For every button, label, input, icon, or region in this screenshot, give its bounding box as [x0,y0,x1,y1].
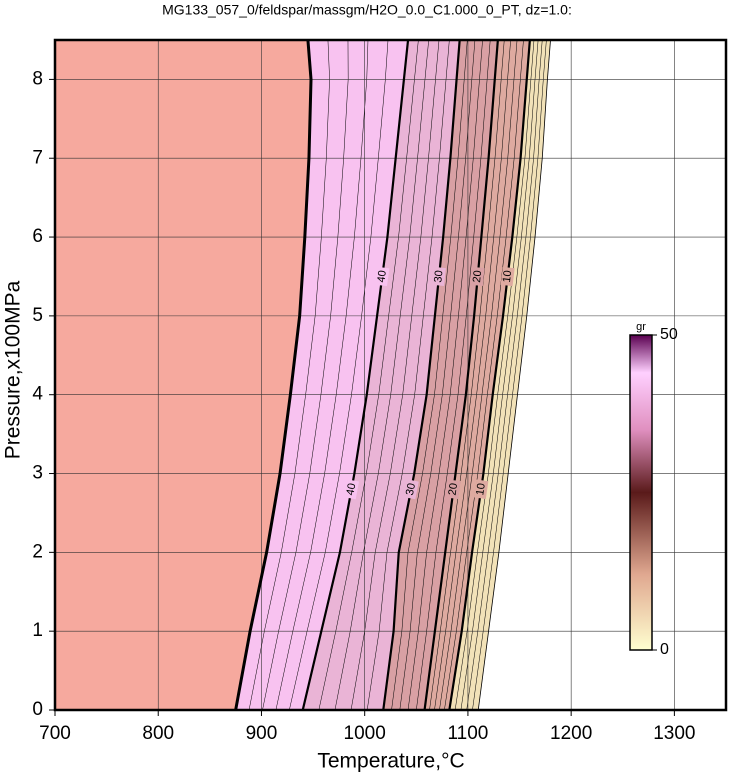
contour-label-bg [500,266,515,287]
contour-label: 20 [447,482,460,496]
contour-line [477,40,551,710]
minor-contour [262,40,349,710]
x-tick-label: 1000 [344,723,386,744]
minor-contour [391,40,468,710]
band [383,40,498,710]
band [424,40,530,710]
y-tick-label: 0 [32,699,43,720]
minor-contour [434,40,511,710]
minor-contour [399,40,476,710]
minor-contour [318,40,419,710]
minor-contour [334,40,429,710]
contour-label-bg [375,266,390,287]
chart-title: MG133_057_0/feldspar/massgm/H2O_0.0_C1.0… [162,2,572,18]
y-axis-label: Pressure,x100MPa [2,280,25,459]
x-tick-label: 1100 [447,723,488,744]
minor-contour [289,40,389,710]
x-tick-label: 1200 [550,723,592,744]
minor-contour [454,40,535,710]
contour-line [423,40,499,710]
x-tick-label: 1300 [653,723,695,744]
y-tick-label: 4 [32,384,43,405]
minor-contour [444,40,524,710]
minor-contour [407,40,483,710]
plot: 40 40 30 30 20 20 10 10 [55,40,726,710]
minor-contour [439,40,518,710]
contour-label-bg [403,479,419,500]
minor-contour [466,40,543,710]
contour-label: 20 [471,270,484,283]
contour-line [301,40,410,710]
contour-label: 40 [344,482,358,496]
plot-frame [53,38,728,712]
minor-contour [350,40,440,710]
minor-contour [275,40,369,710]
y-tick-label: 8 [32,68,43,89]
x-tick-label: 700 [39,723,71,744]
colorbar-tick-label: 50 [660,326,678,343]
minor-contour [416,40,491,710]
x-tick-label: 900 [246,723,278,744]
contour-label: 10 [474,482,488,496]
minor-contour [460,40,539,710]
y-tick-label: 1 [32,620,43,641]
colorbar [629,334,653,651]
contour-label: 40 [375,270,388,284]
minor-contour [248,40,330,710]
minor-contour [429,40,505,710]
colorbar-tick-label: 0 [660,641,669,658]
contour-label-bg [473,479,489,500]
boundary-line [234,40,313,710]
colorbar-label: gr [636,321,646,333]
contour-label-bg [343,479,360,500]
contour-line [382,40,461,710]
x-axis-label: Temperature,°C [317,750,464,773]
y-tick-label: 5 [32,305,43,326]
y-tick-label: 2 [32,541,43,562]
y-tick-label: 3 [32,463,43,484]
minor-contour [366,40,450,710]
subsolidus-region [55,40,312,710]
contour-label: 10 [501,270,514,284]
minor-contour [472,40,547,710]
y-tick-label: 7 [32,147,43,168]
contour-label-bg [432,266,446,287]
contour-label: 30 [432,270,445,283]
contour-label: 30 [404,482,418,496]
band [449,40,551,710]
contour-line [448,40,531,710]
x-tick-label: 800 [142,723,174,744]
contour-label-bg [470,266,485,286]
y-tick-label: 6 [32,226,43,247]
contour-label-bg [446,479,461,499]
